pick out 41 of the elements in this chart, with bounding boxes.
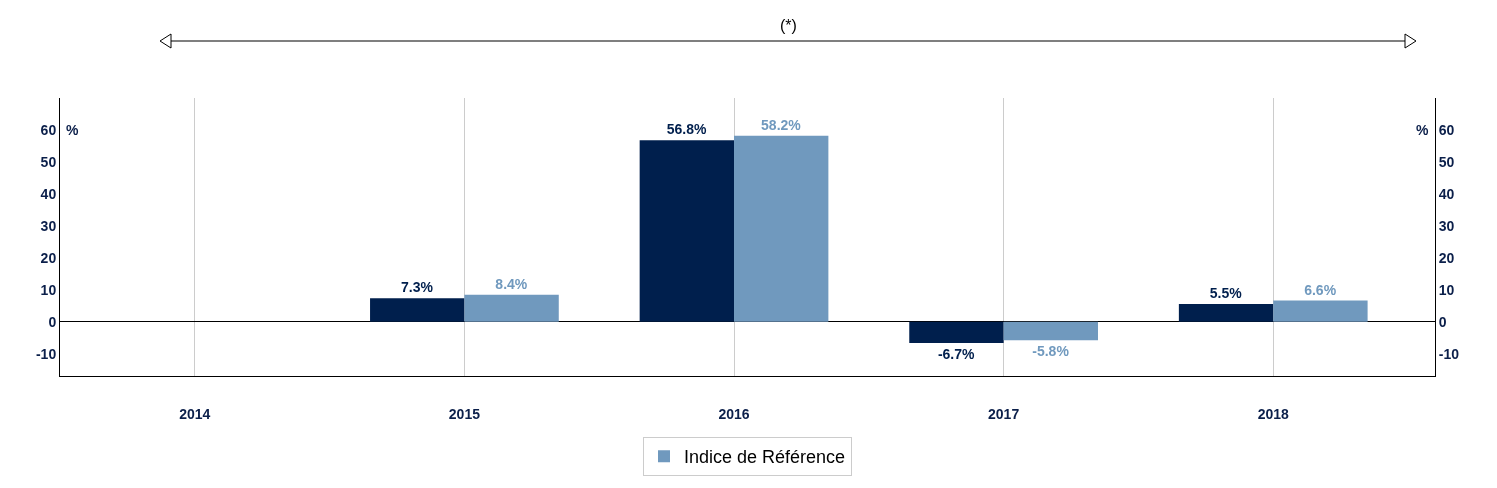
data-label: 56.8% <box>666 121 707 138</box>
data-label: 58.2% <box>761 116 802 133</box>
data-label: 7.3% <box>401 279 434 296</box>
y-tick-label: 40 <box>40 185 57 202</box>
y2-axis-title: % <box>1416 122 1429 138</box>
y-axis-title: % <box>66 122 79 138</box>
y2-tick-label: 0 <box>1438 313 1447 330</box>
bar <box>639 140 735 322</box>
bar <box>1003 321 1098 341</box>
data-label: -6.7% <box>937 346 976 363</box>
y2-tick-label: 60 <box>1438 121 1455 138</box>
bar <box>464 294 559 322</box>
y2-tick-label: 50 <box>1438 153 1455 170</box>
y-tick-label: 50 <box>40 153 57 170</box>
data-label: 6.6% <box>1304 281 1337 298</box>
data-label: 5.5% <box>1209 285 1243 302</box>
y2-tick-label: 30 <box>1438 217 1455 234</box>
bar <box>909 321 1004 344</box>
bar <box>1178 304 1274 322</box>
y2-tick-label: -10 <box>1438 345 1460 362</box>
data-label: -5.8% <box>1032 343 1070 360</box>
x-tick-label: 2017 <box>988 405 1020 422</box>
data-label: 8.4% <box>495 275 528 292</box>
y-tick-label: 0 <box>48 313 57 330</box>
x-tick-label: 2016 <box>718 405 750 422</box>
bar <box>370 298 465 322</box>
y-tick-label: 10 <box>40 281 57 298</box>
y2-tick-label: 20 <box>1438 249 1455 266</box>
y-tick-label: 60 <box>40 121 57 138</box>
x-tick-label: 2015 <box>448 405 481 422</box>
y-tick-label: 20 <box>40 249 57 266</box>
y2-tick-label: 40 <box>1438 185 1455 202</box>
x-tick-label: 2014 <box>179 405 211 422</box>
bar <box>1273 300 1368 322</box>
text: (*) <box>780 17 797 34</box>
bar <box>734 135 829 322</box>
legend-label: Indice de Référence <box>684 447 846 468</box>
y2-tick-label: 10 <box>1438 281 1455 298</box>
y-tick-label: -10 <box>35 345 57 362</box>
y-tick-label: 30 <box>40 217 57 234</box>
x-tick-label: 2018 <box>1257 405 1290 422</box>
